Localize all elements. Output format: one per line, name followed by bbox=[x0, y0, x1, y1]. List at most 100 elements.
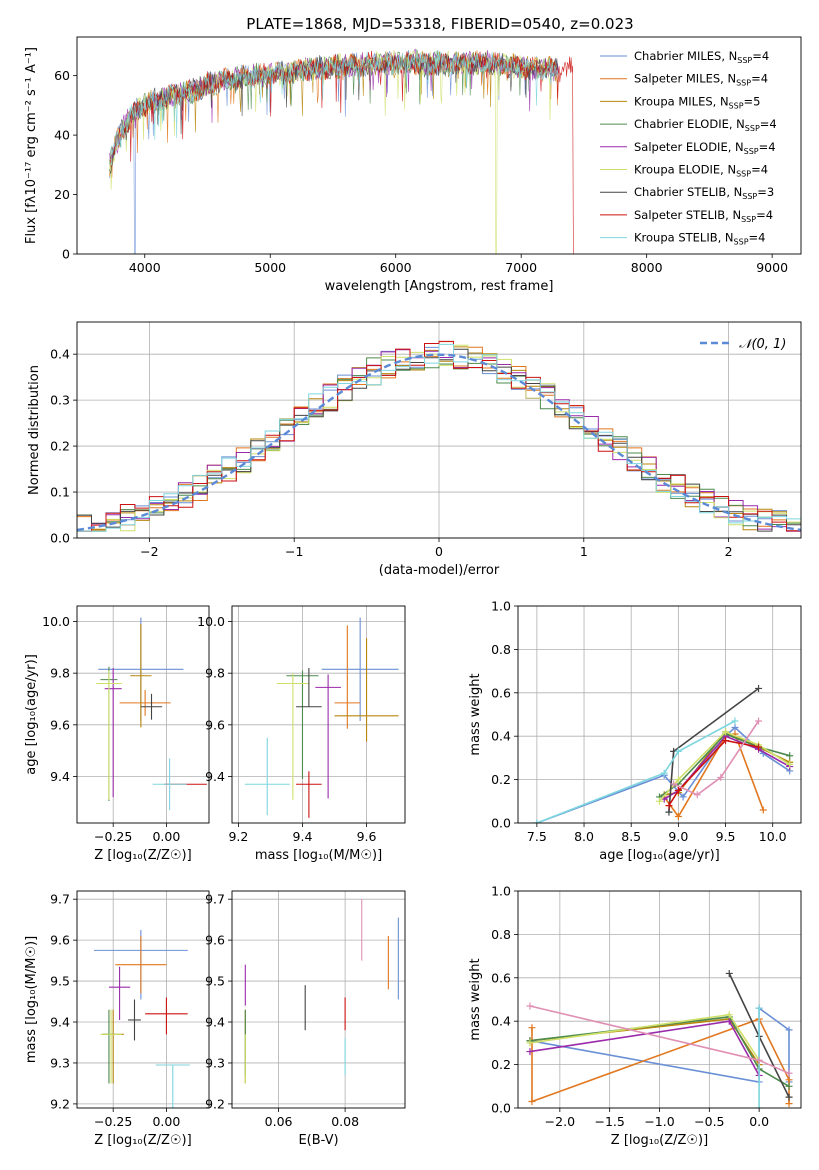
legend-nssp: =4 bbox=[759, 140, 776, 154]
mass-vs-EBV-ytick-label: 9.5 bbox=[205, 974, 225, 989]
age-vs-mass-frame bbox=[231, 605, 406, 824]
residuals-xtick-label: 0 bbox=[435, 544, 443, 559]
weight-marker bbox=[674, 786, 682, 794]
weight-vs-Z-frame bbox=[517, 890, 802, 1109]
weight-vs-Z-panel: −2.0 −1.5 −1.0 −0.5 0.0 0.0 0.2 0.4 0.6 0.8 1.0 Z [… bbox=[468, 884, 802, 1148]
mass-vs-EBV-plot-area bbox=[244, 899, 399, 1084]
errorbar-point bbox=[115, 936, 167, 994]
errorbar-point bbox=[334, 638, 399, 742]
residuals-plot-area bbox=[77, 340, 801, 532]
age-vs-mass-plot-area bbox=[244, 617, 399, 818]
mass-vs-EBV-xlabel: E(B-V) bbox=[298, 1133, 338, 1148]
errorbar-point bbox=[296, 771, 322, 818]
legend-subscript: SSP bbox=[736, 79, 751, 88]
weight-marker bbox=[785, 1069, 793, 1077]
age-vs-Z-ytick-label: 9.8 bbox=[50, 666, 70, 681]
mass-vs-Z-ytick-label: 9.7 bbox=[50, 892, 70, 907]
legend-series-name: Salpeter ELODIE, N bbox=[634, 140, 744, 154]
spectrum-ytick-label: 40 bbox=[54, 128, 70, 143]
age-vs-mass-xtick-label: 9.4 bbox=[293, 829, 313, 844]
errorbar-point bbox=[119, 689, 171, 716]
age-vs-mass-xtick-label: 9.6 bbox=[357, 829, 377, 844]
weight-marker bbox=[755, 1104, 763, 1108]
weight-marker bbox=[674, 812, 682, 820]
mass-vs-EBV-ytick-label: 9.6 bbox=[205, 933, 225, 948]
weight-marker bbox=[725, 969, 733, 977]
legend-subscript: SSP bbox=[729, 101, 744, 110]
weight-line bbox=[673, 720, 760, 796]
age-vs-mass-ytick-label: 9.8 bbox=[205, 666, 225, 681]
residuals-legend-label: 𝒩(0, 1) bbox=[739, 337, 786, 352]
weight-vs-Z-ylabel: mass weight bbox=[468, 958, 483, 1040]
weight-vs-Z-ytick-label: 0.2 bbox=[491, 1057, 511, 1072]
mass-vs-EBV-xtick-label: 0.06 bbox=[265, 1114, 293, 1129]
weight-vs-age-xtick-label: 9.0 bbox=[668, 829, 688, 844]
weight-vs-age-ytick-label: 0.8 bbox=[491, 642, 511, 657]
weight-vs-Z-xtick-label: 0.0 bbox=[749, 1114, 769, 1129]
errorbar-point bbox=[102, 1009, 124, 1084]
errorbar-point bbox=[276, 673, 309, 800]
legend-subscript: SSP bbox=[745, 124, 760, 133]
mass-vs-Z-ytick-label: 9.2 bbox=[50, 1096, 70, 1111]
legend-entry: Salpeter MILES, NSSP=4 bbox=[634, 72, 768, 88]
errorbar-point bbox=[130, 624, 152, 728]
errorbar-point bbox=[334, 625, 361, 729]
spectrum-panel: 4000 5000 6000 7000 8000 9000 0 20 40 60 wavelengt… bbox=[24, 36, 802, 294]
weight-line bbox=[529, 1018, 760, 1066]
residuals-ytick-label: 0.4 bbox=[50, 347, 70, 362]
legend-nssp: =3 bbox=[757, 185, 774, 199]
weight-marker bbox=[528, 1024, 536, 1032]
weight-vs-Z-ytick-label: 0.6 bbox=[491, 970, 511, 985]
weight-marker bbox=[693, 791, 701, 799]
weight-vs-Z-ytick-label: 0.8 bbox=[491, 927, 511, 942]
mass-vs-Z-ylabel: mass [log₁₀(M/M☉)] bbox=[24, 936, 39, 1063]
age-vs-Z-xlabel: Z [log₁₀(Z/Z☉)] bbox=[94, 848, 191, 863]
weight-marker bbox=[528, 1097, 536, 1105]
weight-line bbox=[659, 733, 790, 798]
weight-marker bbox=[725, 1011, 733, 1019]
errorbar-point bbox=[321, 617, 399, 721]
spectrum-xtick-label: 4000 bbox=[129, 260, 161, 275]
legend-subscript: SSP bbox=[734, 238, 749, 247]
weight-vs-Z-ytick-label: 0.4 bbox=[491, 1014, 511, 1029]
weight-marker bbox=[717, 773, 725, 781]
weight-marker bbox=[785, 1076, 793, 1084]
weight-marker bbox=[785, 1100, 793, 1108]
spectrum-xtick-label: 8000 bbox=[631, 260, 663, 275]
weight-marker bbox=[533, 819, 541, 823]
errorbar-point bbox=[244, 737, 290, 816]
errorbar-point bbox=[155, 1064, 190, 1108]
weight-vs-Z-xtick-label: −1.5 bbox=[594, 1114, 624, 1129]
mass-vs-Z-frame bbox=[76, 890, 210, 1109]
mass-vs-Z-ytick-label: 9.3 bbox=[50, 1055, 70, 1070]
weight-vs-age-ytick-label: 0.0 bbox=[491, 816, 511, 831]
weight-marker bbox=[722, 728, 730, 736]
weight-vs-age-frame bbox=[517, 605, 802, 824]
residuals-panel: −2 −1 0 1 2 0.0 0.1 0.2 0.3 0.4 (data-model)/error… bbox=[27, 321, 802, 578]
weight-vs-age-plot-area bbox=[533, 684, 794, 823]
spectrum-xtick-label: 9000 bbox=[756, 260, 788, 275]
mass-vs-Z-panel: −0.25 0.00 9.2 9.3 9.4 9.5 9.6 9.7 Z [log₁₀(Z/Z☉… bbox=[24, 890, 210, 1148]
legend-entry: Chabrier MILES, NSSP=4 bbox=[634, 49, 769, 65]
mass-vs-EBV-ytick-label: 9.3 bbox=[205, 1055, 225, 1070]
weight-line bbox=[668, 739, 759, 807]
errorbar-point bbox=[96, 670, 122, 800]
residuals-xtick-label: 2 bbox=[725, 544, 733, 559]
mass-vs-Z-ytick-label: 9.6 bbox=[50, 933, 70, 948]
age-vs-Z-ytick-label: 9.6 bbox=[50, 717, 70, 732]
weight-marker bbox=[785, 1082, 793, 1090]
age-vs-Z-xtick-label: 0.00 bbox=[152, 829, 180, 844]
weight-marker bbox=[679, 793, 687, 801]
legend-nssp: =5 bbox=[744, 94, 761, 108]
weight-vs-age-xlabel: age [log₁₀(age/yr)] bbox=[599, 848, 720, 863]
spectrum-ytick-label: 20 bbox=[54, 187, 70, 202]
legend-series-name: Chabrier MILES, N bbox=[634, 49, 737, 63]
mass-vs-Z-xtick-label: 0.00 bbox=[152, 1114, 180, 1129]
weight-marker bbox=[670, 780, 678, 788]
spectrum-ytick-label: 0 bbox=[62, 247, 70, 262]
mass-vs-EBV-panel: 0.06 0.08 9.2 9.3 9.4 9.5 9.6 9.7 E(B-V) bbox=[205, 890, 406, 1148]
age-vs-mass-xtick-label: 9.2 bbox=[228, 829, 248, 844]
weight-marker bbox=[755, 1056, 763, 1064]
